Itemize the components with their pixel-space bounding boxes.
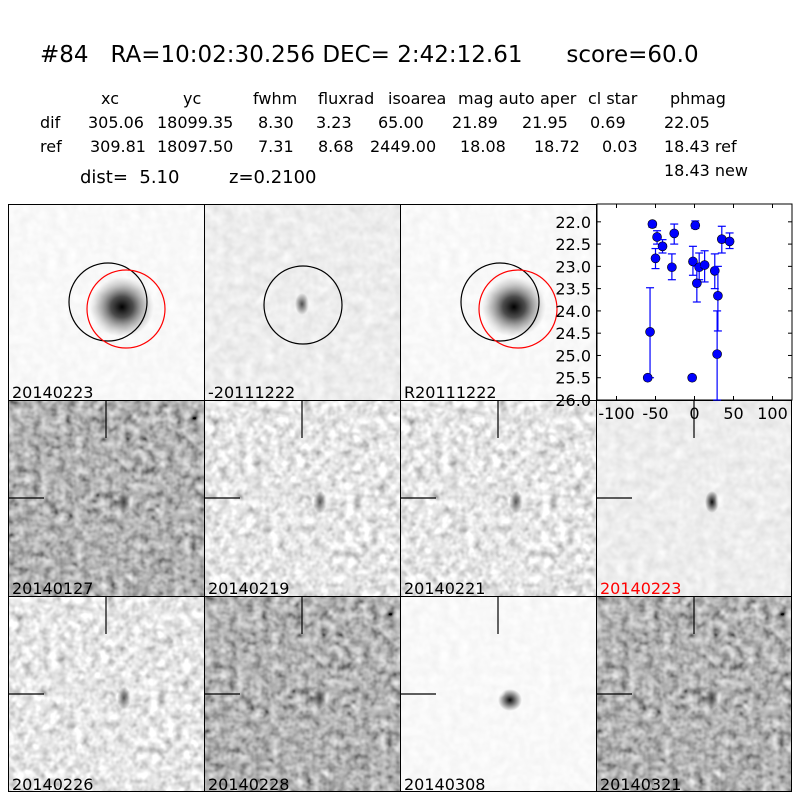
panel-divider bbox=[8, 596, 792, 597]
reference-image-panel: R20111222 bbox=[400, 204, 596, 400]
table-cell: 8.68 bbox=[318, 137, 354, 156]
stamp-panel: 20140223 bbox=[596, 400, 792, 596]
new-image-panel: 20140223 bbox=[8, 204, 204, 400]
data-point bbox=[713, 290, 723, 301]
data-point bbox=[667, 262, 677, 273]
table-cell: 0.69 bbox=[590, 113, 626, 132]
panel-date-label: 20140226 bbox=[12, 775, 94, 792]
data-point bbox=[699, 260, 710, 270]
data-point bbox=[690, 220, 701, 231]
column-header: fluxrad bbox=[318, 89, 375, 108]
data-point bbox=[650, 253, 661, 264]
y-tick-label: 25.0 bbox=[555, 346, 591, 365]
panel-date-label: 20140221 bbox=[404, 579, 486, 596]
data-point bbox=[645, 327, 655, 337]
x-tick-label: 0 bbox=[689, 404, 699, 423]
column-header: cl star bbox=[588, 89, 638, 108]
table-cell: 18099.35 bbox=[157, 113, 234, 132]
table-cell: 21.89 bbox=[452, 113, 498, 132]
column-header: phmag bbox=[670, 89, 726, 108]
panel-date-label: -20111222 bbox=[208, 383, 296, 400]
data-point bbox=[724, 236, 735, 247]
panel-date-label: 20140223 bbox=[600, 579, 682, 596]
stamp-panel: 20140219 bbox=[204, 400, 400, 596]
row-label: dif bbox=[40, 113, 61, 132]
dist-text: dist= 5.10 bbox=[80, 167, 180, 188]
table-cell: 3.23 bbox=[316, 113, 352, 132]
stamp-panel: 20140127 bbox=[8, 400, 204, 596]
row-label: ref bbox=[40, 137, 62, 156]
table-cell: 22.05 bbox=[664, 113, 710, 132]
stamp-panel: 20140226 bbox=[8, 596, 204, 792]
ref-circle bbox=[460, 262, 540, 342]
x-tick-label: 100 bbox=[757, 404, 788, 423]
y-tick-label: 26.0 bbox=[555, 391, 591, 410]
panel-divider bbox=[204, 204, 205, 792]
y-tick-label: 24.0 bbox=[555, 302, 591, 321]
x-tick-label: 50 bbox=[723, 404, 743, 423]
table-cell: 18.08 bbox=[460, 137, 506, 156]
column-header: aper bbox=[540, 89, 577, 108]
panel-divider bbox=[400, 204, 401, 792]
stamp-panel: 20140308 bbox=[400, 596, 596, 792]
column-header: yc bbox=[183, 89, 202, 108]
table-cell: 18.43 ref bbox=[664, 137, 737, 156]
table-cell: 309.81 bbox=[90, 137, 146, 156]
panel-divider bbox=[8, 400, 792, 401]
table-cell: 18097.50 bbox=[157, 137, 234, 156]
stamp-panel: 20140228 bbox=[204, 596, 400, 792]
y-tick-label: 23.5 bbox=[555, 280, 591, 299]
stamp-panel: 20140221 bbox=[400, 400, 596, 596]
panel-date-label: 20140308 bbox=[404, 775, 486, 792]
panel-date-label: 20140228 bbox=[208, 775, 290, 792]
data-point bbox=[669, 228, 680, 239]
candidate-title: #84 RA=10:02:30.256 DEC= 2:42:12.61 scor… bbox=[40, 42, 699, 68]
data-point bbox=[687, 372, 697, 383]
phmag-new: 18.43 new bbox=[664, 161, 748, 180]
panel-divider bbox=[596, 204, 597, 792]
panel-date-label: 20140223 bbox=[12, 383, 94, 400]
panel-date-label: 20140127 bbox=[12, 579, 94, 596]
y-tick-label: 22.0 bbox=[555, 213, 591, 232]
redshift-text: z=0.2100 bbox=[229, 167, 317, 188]
column-header: xc bbox=[101, 89, 119, 108]
column-header: fwhm bbox=[253, 89, 298, 108]
y-tick-label: 24.5 bbox=[555, 324, 591, 343]
table-cell: 305.06 bbox=[88, 113, 144, 132]
table-cell: 21.95 bbox=[522, 113, 568, 132]
y-tick-label: 22.5 bbox=[555, 235, 591, 254]
y-tick-label: 25.5 bbox=[555, 369, 591, 388]
stamp-panel: 20140321 bbox=[596, 596, 792, 792]
table-cell: 7.31 bbox=[258, 137, 294, 156]
x-tick-label: -50 bbox=[642, 404, 668, 423]
column-header: mag auto bbox=[458, 89, 535, 108]
table-cell: 2449.00 bbox=[370, 137, 437, 156]
data-point bbox=[642, 372, 653, 383]
table-cell: 0.03 bbox=[602, 137, 638, 156]
difference-image-panel: -20111222 bbox=[204, 204, 400, 400]
data-point bbox=[647, 219, 658, 229]
new-circle bbox=[478, 269, 558, 349]
panel-date-label: R20111222 bbox=[404, 383, 497, 400]
x-tick-label: -100 bbox=[598, 404, 634, 423]
ref-circle bbox=[68, 262, 148, 342]
table-cell: 8.30 bbox=[258, 113, 294, 132]
data-point bbox=[712, 349, 722, 359]
data-point bbox=[657, 241, 668, 252]
table-cell: 18.72 bbox=[534, 137, 580, 156]
panel-date-label: 20140321 bbox=[600, 775, 682, 792]
table-cell: 65.00 bbox=[378, 113, 424, 132]
column-header: isoarea bbox=[388, 89, 447, 108]
y-tick-label: 23.0 bbox=[555, 257, 591, 276]
ref-circle bbox=[263, 265, 343, 345]
data-point bbox=[692, 278, 702, 289]
panel-date-label: 20140219 bbox=[208, 579, 290, 596]
new-circle bbox=[86, 269, 166, 349]
